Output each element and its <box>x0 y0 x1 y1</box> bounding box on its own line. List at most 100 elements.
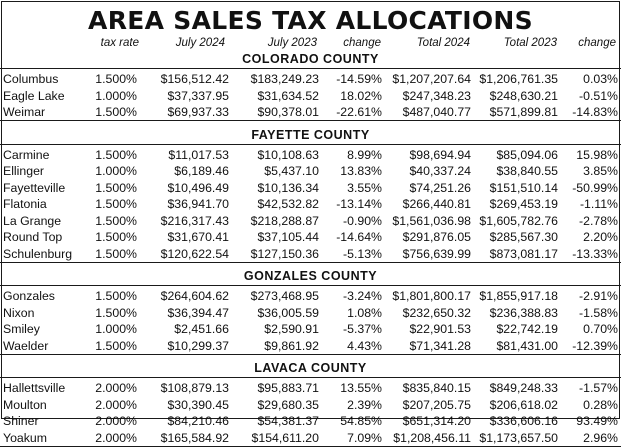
total-2024-value: $22,901.53 <box>409 322 471 336</box>
total-change: 2.96% <box>583 430 618 445</box>
total-2023-value: $1,206,761.35 <box>479 72 558 86</box>
tax-rate: 1.500% <box>95 305 137 320</box>
tax-rate: 1.500% <box>95 213 137 228</box>
tax-rate: 1.500% <box>95 338 137 353</box>
july-2023-value: $42,532.82 <box>257 197 319 211</box>
july-2023-value: $183,249.23 <box>250 72 319 86</box>
table-row: Schulenburg 1.500% $120,622.54 $127,150.36 -… <box>0 246 621 263</box>
july-2024-value: $6,189.46 <box>174 164 229 178</box>
county-header: FAYETTE COUNTY <box>0 127 621 145</box>
total-2023-value: $1,605,782.76 <box>479 213 558 228</box>
july-2024-value: $216,317.43 <box>160 213 229 228</box>
city-name: Flatonia <box>3 197 47 211</box>
monthly-change: -13.14% <box>336 197 382 211</box>
header-july-2023: July 2023 <box>267 37 317 49</box>
total-change: 3.85% <box>583 164 618 178</box>
july-2023-value: $2,590.91 <box>264 322 319 336</box>
tax-rate: 2.000% <box>95 430 137 445</box>
header-total-2024: Total 2024 <box>416 37 470 49</box>
monthly-change: -5.13% <box>343 246 382 261</box>
tax-rate: 1.500% <box>95 230 137 244</box>
july-2024-value: $31,670.41 <box>167 230 229 244</box>
total-2024-value: $266,440.81 <box>402 197 471 211</box>
monthly-change: 18.02% <box>340 88 382 103</box>
page-title: AREA SALES TAX ALLOCATIONS <box>88 6 533 35</box>
total-change: -12.39% <box>572 338 618 353</box>
july-2024-value: $156,512.42 <box>160 72 229 86</box>
monthly-change: 8.99% <box>347 147 382 162</box>
total-2024-value: $1,801,800.17 <box>392 289 471 303</box>
county-header: LAVACA COUNTY <box>0 360 621 378</box>
total-2023-value: $571,899.81 <box>489 105 558 119</box>
table-row: Carmine 1.500% $11,017.53 $10,108.63 8.99% $9… <box>0 147 621 163</box>
city-name: Weimar <box>3 105 46 119</box>
total-2023-value: $22,742.19 <box>496 322 558 336</box>
tax-rate: 2.000% <box>95 414 137 428</box>
july-2024-value: $10,496.49 <box>167 180 229 195</box>
table-row: Smiley 1.000% $2,451.66 $2,590.91 -5.37% $22,… <box>0 321 621 337</box>
total-2023-value: $1,173,657.50 <box>479 430 558 445</box>
total-change: -1.57% <box>579 381 618 395</box>
total-2023-value: $873,081.17 <box>489 246 558 261</box>
city-name: Yoakum <box>3 430 47 445</box>
table-row: Columbus 1.500% $156,512.42 $183,249.23 -14.… <box>0 71 621 87</box>
city-name: Carmine <box>3 147 50 162</box>
total-2023-value: $38,840.55 <box>496 164 558 178</box>
tax-rate: 1.500% <box>95 289 137 303</box>
july-2024-value: $108,879.13 <box>160 381 229 395</box>
monthly-change: 1.08% <box>347 305 382 320</box>
monthly-change: 13.83% <box>340 164 382 178</box>
total-2024-value: $74,251.26 <box>409 180 471 195</box>
table-row: Eagle Lake 1.000% $37,337.95 $31,634.52 18.0… <box>0 88 621 104</box>
total-2024-value: $1,207,207.64 <box>392 72 471 86</box>
monthly-change: 13.55% <box>340 381 382 395</box>
total-2024-value: $1,208,456.11 <box>393 430 471 445</box>
table-row: Moulton 2.000% $30,390.45 $29,680.35 2.39% $2… <box>0 397 621 413</box>
city-name: Hallettsville <box>3 381 66 395</box>
table-row: Weimar 1.500% $69,937.33 $90,378.01 -22.61% $… <box>0 104 621 121</box>
july-2023-value: $5,437.10 <box>264 164 319 178</box>
monthly-change: -22.61% <box>336 105 382 119</box>
header-tax-rate: tax rate <box>100 37 139 49</box>
july-2024-value: $10,299.37 <box>167 338 229 353</box>
header-july-2024: July 2024 <box>175 37 225 49</box>
total-change: -14.83% <box>572 105 618 119</box>
total-change: -2.78% <box>579 213 618 228</box>
city-name: Eagle Lake <box>3 88 65 103</box>
table-row: La Grange 1.500% $216,317.43 $218,288.87 -0.… <box>0 213 621 229</box>
total-2024-value: $291,876.05 <box>402 230 471 244</box>
july-2024-value: $36,394.47 <box>167 305 229 320</box>
total-2024-value: $71,341.28 <box>409 338 471 353</box>
city-name: La Grange <box>3 213 62 228</box>
total-2023-value: $236,388.83 <box>489 305 558 320</box>
total-2023-value: $151,510.14 <box>489 180 558 195</box>
column-headers: tax rate July 2024 July 2023 change Tota… <box>0 37 621 52</box>
total-2024-value: $756,639.99 <box>402 246 471 261</box>
july-2023-value: $90,378.01 <box>257 105 319 119</box>
total-change: 93.49% <box>576 414 618 428</box>
monthly-change: 54.85% <box>340 414 382 428</box>
total-2024-value: $40,337.24 <box>409 164 471 178</box>
city-name: Moulton <box>3 397 47 412</box>
tax-rate: 1.500% <box>95 246 137 261</box>
city-name: Waelder <box>3 338 49 353</box>
table-row: Ellinger 1.000% $6,189.46 $5,437.10 13.83% $4… <box>0 163 621 179</box>
total-change: 0.28% <box>583 397 618 412</box>
total-change: -50.99% <box>572 180 618 195</box>
july-2024-value: $2,451.66 <box>174 322 229 336</box>
total-change: 0.70% <box>583 322 618 336</box>
july-2024-value: $30,390.45 <box>167 397 229 412</box>
total-2023-value: $849,248.33 <box>489 381 558 395</box>
july-2024-value: $11,017.53 <box>168 147 229 162</box>
july-2023-value: $29,680.35 <box>257 397 319 412</box>
total-2024-value: $1,561,036.98 <box>392 213 471 228</box>
july-2023-value: $36,005.59 <box>257 305 319 320</box>
city-name: Gonzales <box>3 289 55 303</box>
monthly-change: -5.37% <box>343 322 382 336</box>
monthly-change: -0.90% <box>343 213 382 228</box>
table-row: Hallettsville 2.000% $108,879.13 $95,883.71… <box>0 380 621 396</box>
table-row: Flatonia 1.500% $36,941.70 $42,532.82 -13.14… <box>0 196 621 212</box>
table-row: Waelder 1.500% $10,299.37 $9,861.92 4.43% $71… <box>0 338 621 355</box>
july-2024-value: $165,584.92 <box>160 430 229 445</box>
total-change: 0.03% <box>583 72 618 86</box>
